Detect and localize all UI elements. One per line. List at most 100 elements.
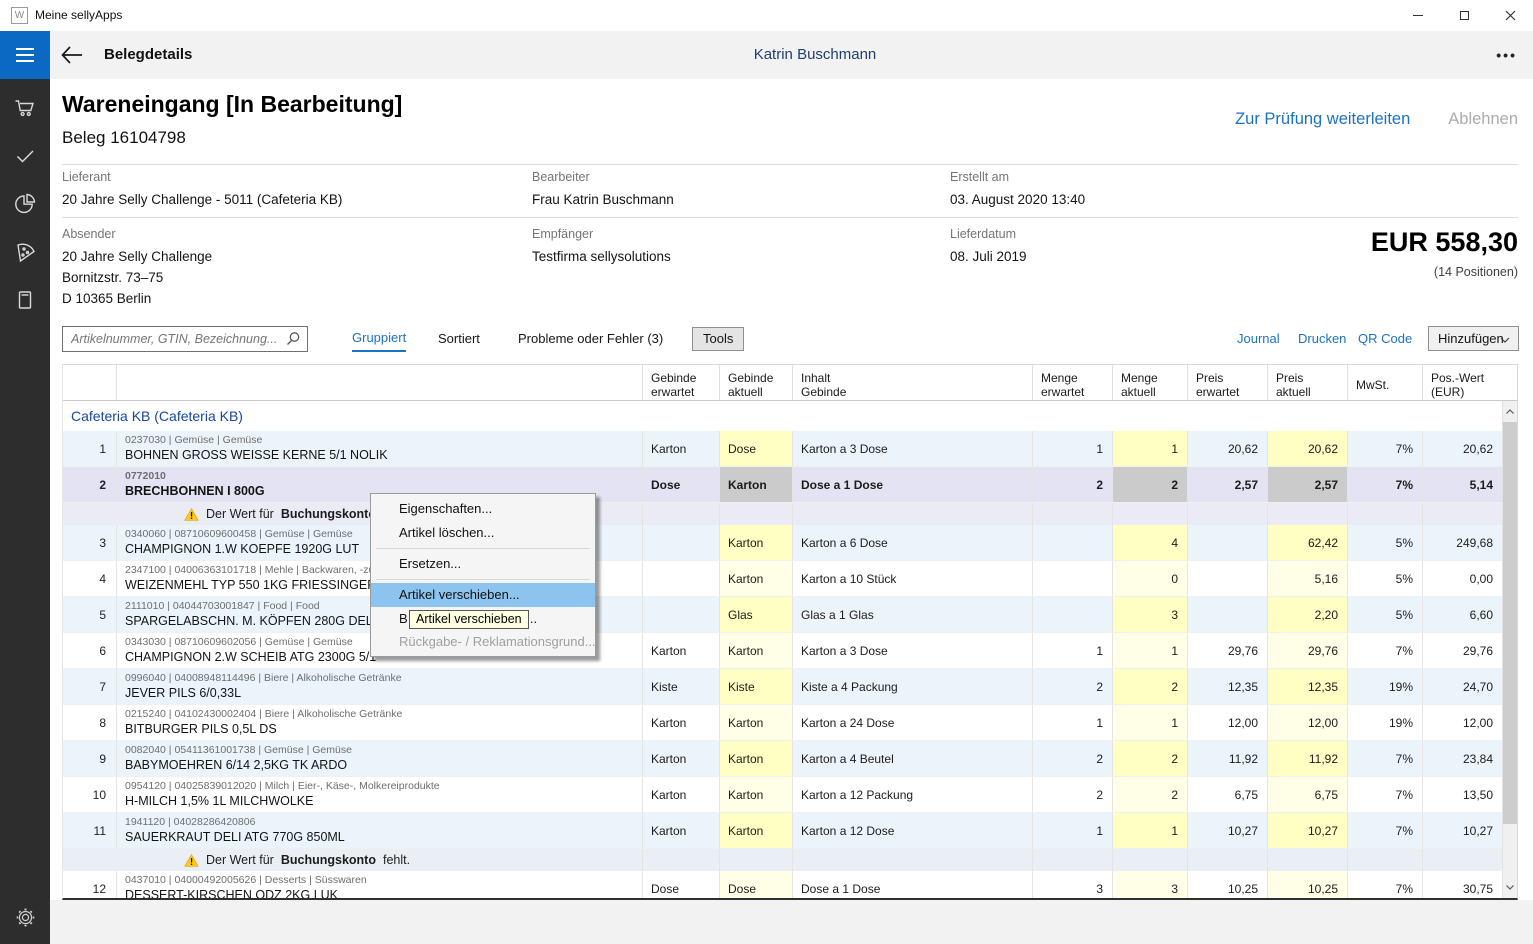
- cell-pe[interactable]: [1187, 561, 1267, 596]
- cell-mw[interactable]: 7%: [1347, 431, 1422, 466]
- cell-num[interactable]: 5: [63, 597, 116, 632]
- table-row[interactable]: 80215240 | 04102430002404 | Biere | Alko…: [63, 705, 1502, 741]
- cell-pw[interactable]: 30,75: [1422, 871, 1502, 900]
- cell-mw[interactable]: 5%: [1347, 525, 1422, 560]
- cell-ga[interactable]: Dose: [719, 871, 792, 900]
- cell-desc[interactable]: 0082040 | 05411361001738 | Gemüse | Gemü…: [116, 741, 642, 776]
- cell-inh[interactable]: Dose a 1 Dose: [792, 871, 1032, 900]
- cell-pa[interactable]: 2,57: [1267, 467, 1347, 502]
- cell-pw[interactable]: 24,70: [1422, 669, 1502, 704]
- cell-ga[interactable]: Karton: [719, 467, 792, 502]
- sidebar-item-statistics[interactable]: [0, 180, 50, 228]
- cell-inh[interactable]: Karton a 3 Dose: [792, 431, 1032, 466]
- cell-mw[interactable]: 7%: [1347, 467, 1422, 502]
- cell-pa[interactable]: 62,42: [1267, 525, 1347, 560]
- cell-pa[interactable]: 12,00: [1267, 705, 1347, 740]
- column-header[interactable]: Gebinde aktuell: [719, 365, 792, 400]
- search-input[interactable]: [62, 326, 308, 352]
- add-button[interactable]: Hinzufügen: [1428, 326, 1519, 351]
- table-row[interactable]: 70996040 | 04008948114496 | Biere | Alko…: [63, 669, 1502, 705]
- cell-me[interactable]: [1032, 525, 1112, 560]
- cell-num[interactable]: 3: [63, 525, 116, 560]
- table-row[interactable]: 100954120 | 04025839012020 | Milch | Eie…: [63, 777, 1502, 813]
- cell-pe[interactable]: 10,25: [1187, 871, 1267, 900]
- menu-item[interactable]: Artikel löschen...: [371, 521, 595, 545]
- scroll-down-arrow-icon[interactable]: [1503, 879, 1517, 896]
- cell-ge[interactable]: Karton: [642, 777, 719, 812]
- forward-for-review-button[interactable]: Zur Prüfung weiterleiten: [1235, 110, 1410, 128]
- menu-item[interactable]: Eigenschaften...: [371, 497, 595, 521]
- cell-inh[interactable]: Dose a 1 Dose: [792, 467, 1032, 502]
- cell-num[interactable]: 12: [63, 871, 116, 900]
- cell-mw[interactable]: 5%: [1347, 597, 1422, 632]
- cell-num[interactable]: 6: [63, 633, 116, 668]
- cell-ma[interactable]: 2: [1112, 669, 1187, 704]
- cell-ge[interactable]: [642, 597, 719, 632]
- filter-problems[interactable]: Probleme oder Fehler (3): [518, 326, 663, 352]
- cell-pa[interactable]: 29,76: [1267, 633, 1347, 668]
- scroll-up-arrow-icon[interactable]: [1503, 403, 1517, 420]
- cell-mw[interactable]: 7%: [1347, 871, 1422, 900]
- cell-pw[interactable]: 0,00: [1422, 561, 1502, 596]
- cell-ma[interactable]: 1: [1112, 705, 1187, 740]
- cell-ge[interactable]: Karton: [642, 813, 719, 848]
- cell-pw[interactable]: 6,60: [1422, 597, 1502, 632]
- cell-pe[interactable]: 11,92: [1187, 741, 1267, 776]
- cell-pa[interactable]: 10,25: [1267, 871, 1347, 900]
- cell-pe[interactable]: [1187, 597, 1267, 632]
- cell-num[interactable]: 1: [63, 431, 116, 466]
- cell-pe[interactable]: 6,75: [1187, 777, 1267, 812]
- cell-pe[interactable]: 29,76: [1187, 633, 1267, 668]
- cell-mw[interactable]: 19%: [1347, 705, 1422, 740]
- cell-ma[interactable]: 1: [1112, 431, 1187, 466]
- cell-ge[interactable]: Karton: [642, 705, 719, 740]
- cell-pw[interactable]: 12,00: [1422, 705, 1502, 740]
- cell-ge[interactable]: Dose: [642, 467, 719, 502]
- more-options-button[interactable]: •••: [1496, 31, 1517, 79]
- cell-ma[interactable]: 1: [1112, 813, 1187, 848]
- cell-ga[interactable]: Karton: [719, 741, 792, 776]
- cell-inh[interactable]: Karton a 6 Dose: [792, 525, 1032, 560]
- cell-desc[interactable]: 0237030 | Gemüse | GemüseBOHNEN GROSS WE…: [116, 431, 642, 466]
- cell-ga[interactable]: Karton: [719, 813, 792, 848]
- journal-link[interactable]: Journal: [1237, 326, 1280, 352]
- sidebar-item-pizza[interactable]: [0, 228, 50, 276]
- cell-ge[interactable]: [642, 561, 719, 596]
- cell-ga[interactable]: Karton: [719, 525, 792, 560]
- cell-num[interactable]: 10: [63, 777, 116, 812]
- menu-item[interactable]: Artikel verschieben...: [371, 583, 595, 607]
- column-header[interactable]: Menge aktuell: [1112, 365, 1187, 400]
- menu-item[interactable]: Ersetzen...: [371, 552, 595, 576]
- cell-pe[interactable]: 20,62: [1187, 431, 1267, 466]
- cell-inh[interactable]: Karton a 4 Beutel: [792, 741, 1032, 776]
- cell-ma[interactable]: 2: [1112, 777, 1187, 812]
- column-header[interactable]: Inhalt Gebinde: [792, 365, 1032, 400]
- sidebar-item-tasks[interactable]: [0, 132, 50, 180]
- tools-button[interactable]: Tools: [692, 327, 744, 351]
- cell-pw[interactable]: 249,68: [1422, 525, 1502, 560]
- table-row[interactable]: 52111010 | 04044703001847 | Food | FoodS…: [63, 597, 1502, 633]
- cell-pe[interactable]: 2,57: [1187, 467, 1267, 502]
- cell-ga[interactable]: Glas: [719, 597, 792, 632]
- cell-ma[interactable]: 1: [1112, 633, 1187, 668]
- cell-me[interactable]: 2: [1032, 669, 1112, 704]
- hamburger-menu-button[interactable]: [0, 31, 50, 79]
- cell-mw[interactable]: 19%: [1347, 669, 1422, 704]
- cell-pa[interactable]: 10,27: [1267, 813, 1347, 848]
- cell-me[interactable]: 2: [1032, 467, 1112, 502]
- cell-pw[interactable]: 29,76: [1422, 633, 1502, 668]
- cell-mw[interactable]: 5%: [1347, 561, 1422, 596]
- cell-desc[interactable]: 1941120 | 04028286420806SAUERKRAUT DELI …: [116, 813, 642, 848]
- table-row[interactable]: 30340060 | 08710609600458 | Gemüse | Gem…: [63, 525, 1502, 561]
- maximize-button[interactable]: [1441, 0, 1487, 31]
- cell-num[interactable]: 11: [63, 813, 116, 848]
- cell-pa[interactable]: 12,35: [1267, 669, 1347, 704]
- cell-num[interactable]: 2: [63, 467, 116, 502]
- cell-me[interactable]: 2: [1032, 741, 1112, 776]
- cell-inh[interactable]: Karton a 24 Dose: [792, 705, 1032, 740]
- cell-ge[interactable]: Dose: [642, 871, 719, 900]
- cell-mw[interactable]: 7%: [1347, 633, 1422, 668]
- cell-me[interactable]: 3: [1032, 871, 1112, 900]
- cell-ge[interactable]: Karton: [642, 741, 719, 776]
- vertical-scrollbar[interactable]: [1502, 401, 1517, 898]
